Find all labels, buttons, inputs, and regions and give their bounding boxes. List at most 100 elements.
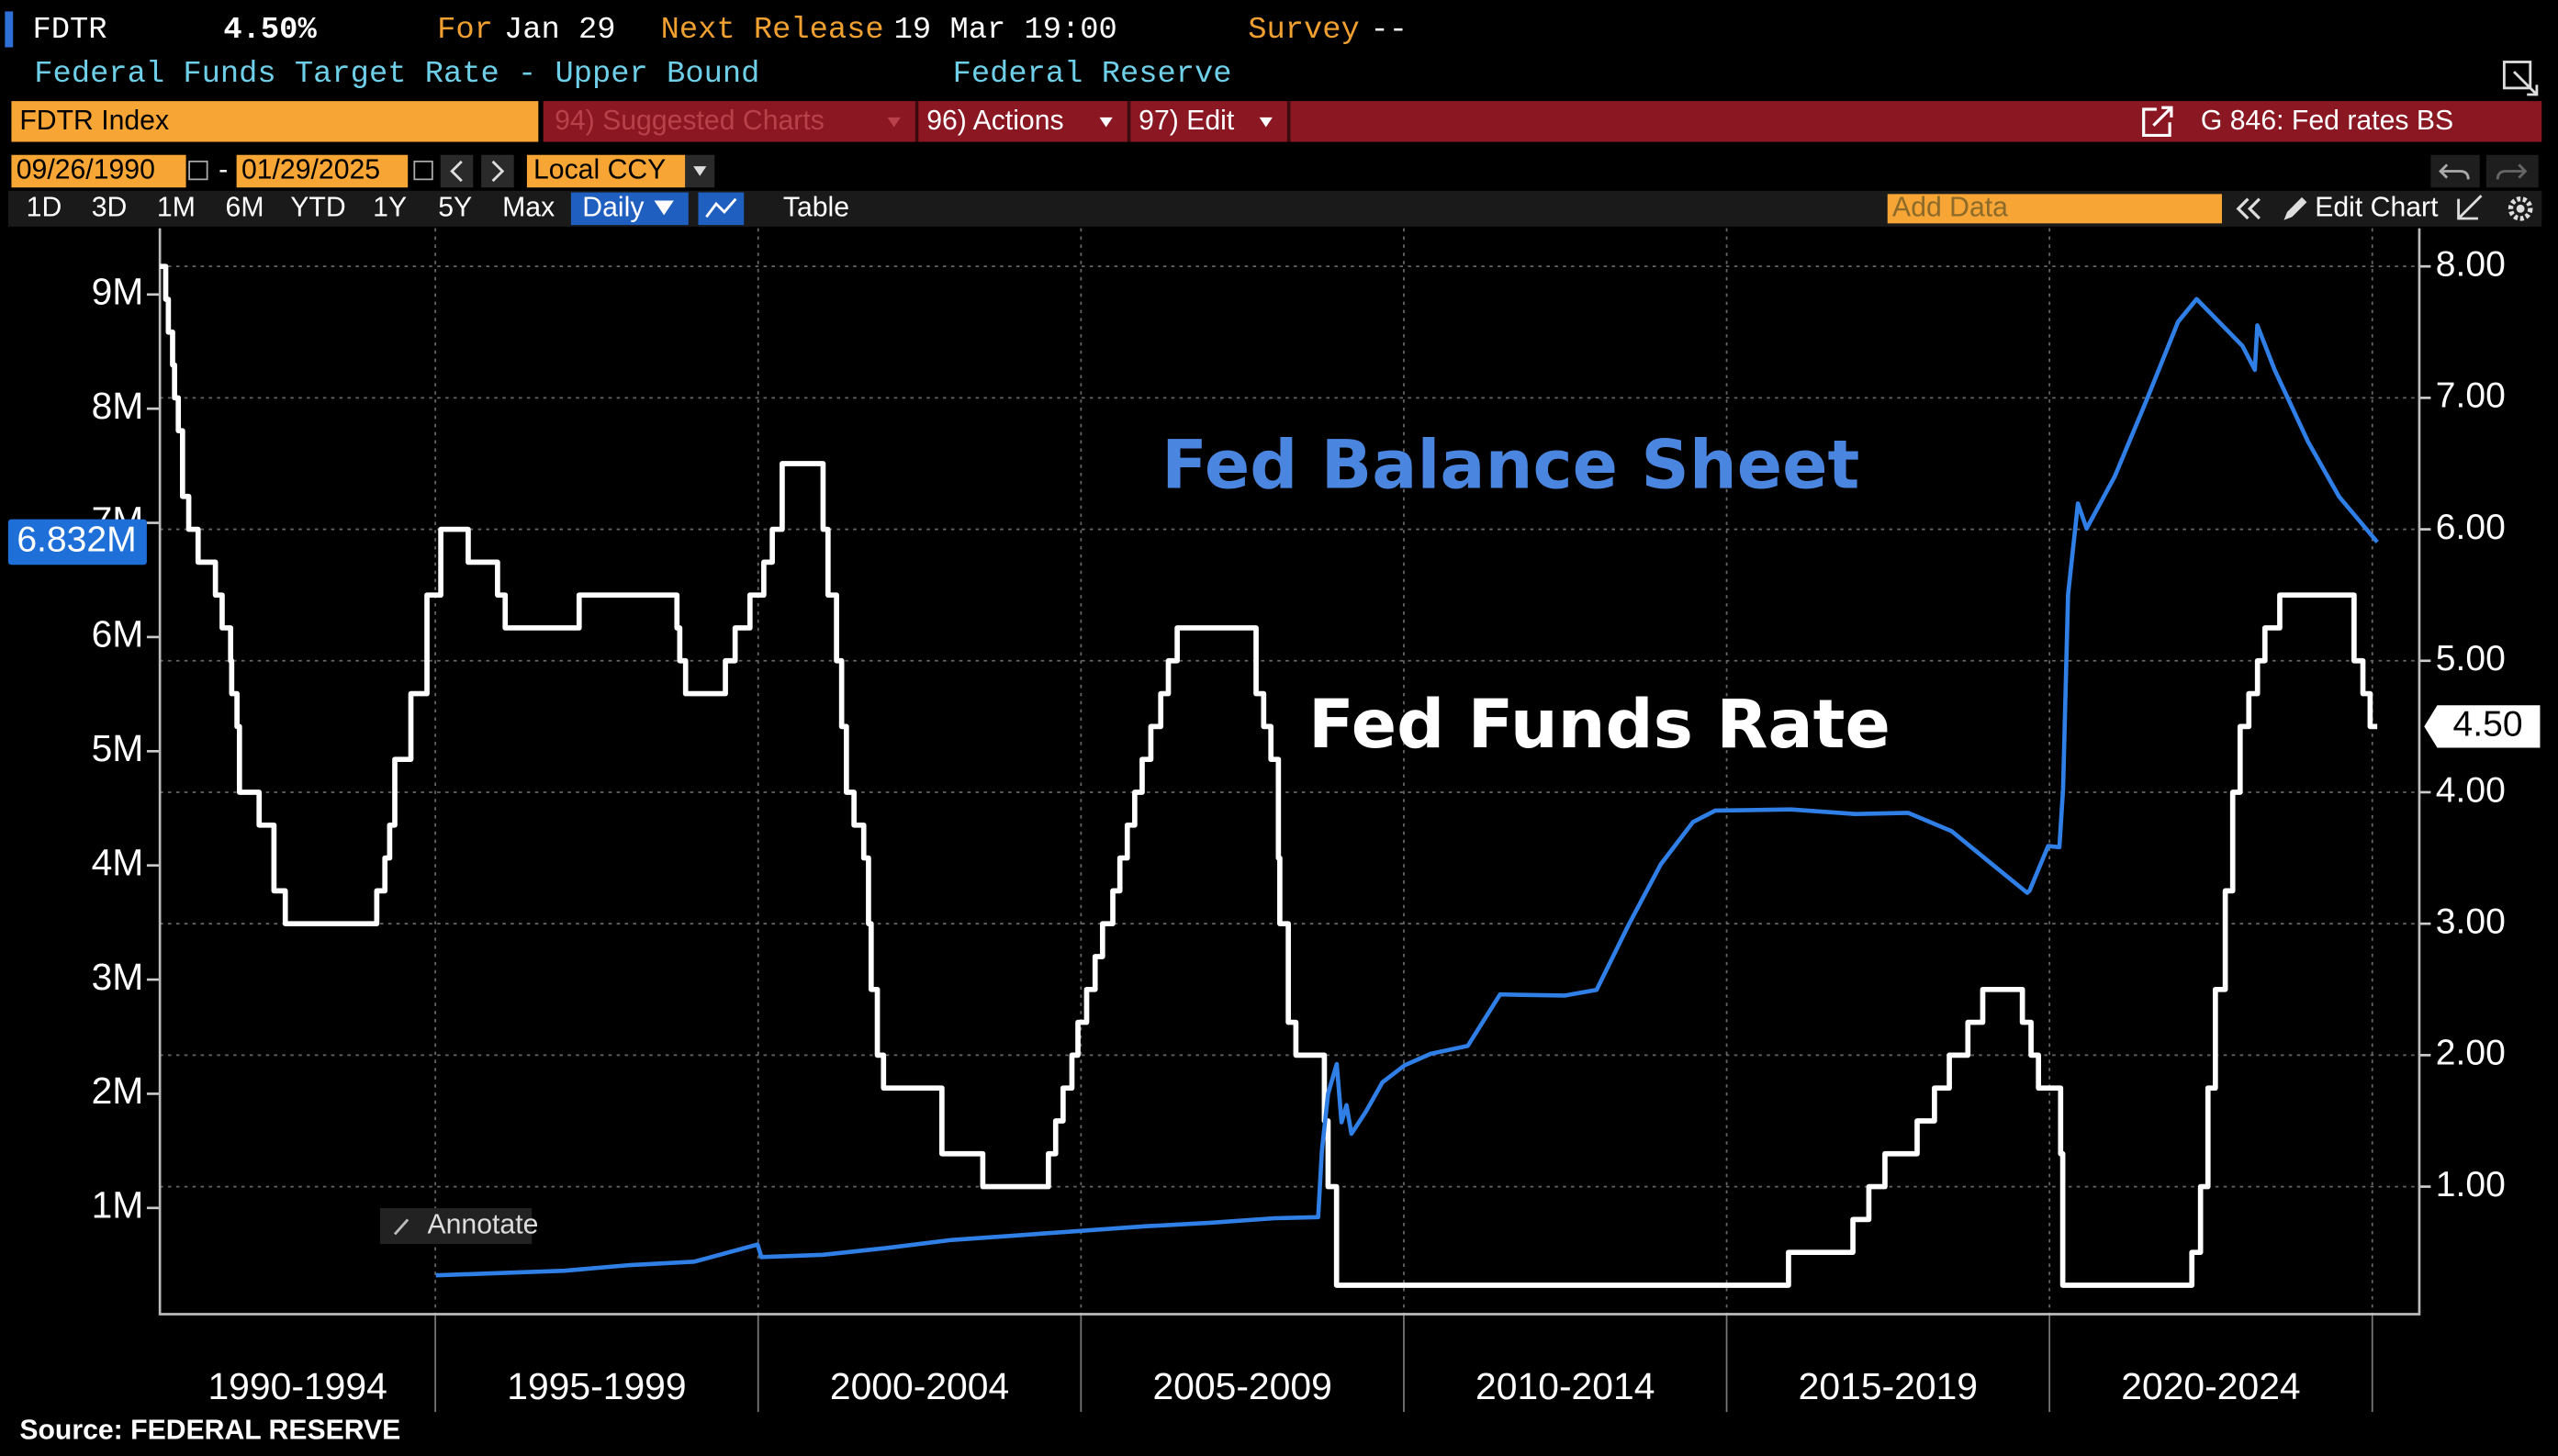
x-tick-label: 1995-1999 <box>507 1365 686 1407</box>
y2-tick-label: 3.00 <box>2436 902 2506 942</box>
value-badges: 4.50 6.832M <box>7 519 2541 748</box>
table-button[interactable]: Table <box>783 192 849 222</box>
range-button[interactable]: 5Y <box>438 192 472 222</box>
next-arrow <box>491 160 505 183</box>
add-data: Add Data <box>1892 192 2008 222</box>
next-release: 19 Mar 19:00 <box>894 13 1117 48</box>
footer-source: Source: FEDERAL RESERVE <box>19 1415 400 1445</box>
edit-menu[interactable]: 97) Edit <box>1139 106 1235 136</box>
x-tick-label: 2020-2024 <box>2121 1365 2300 1407</box>
x-tick-label: 1990-1994 <box>208 1365 387 1407</box>
y-tick-label: 6M <box>92 613 144 655</box>
dropdown-arrow <box>1259 117 1273 128</box>
y2-tick-label: 1.00 <box>2436 1165 2506 1204</box>
ticker-marker <box>5 11 14 48</box>
command-bar <box>543 101 2542 142</box>
dropdown-arrow <box>1099 117 1113 128</box>
annotate-button[interactable] <box>379 1208 533 1245</box>
axis-line <box>158 228 2421 1316</box>
series <box>160 263 2379 1288</box>
last-value: 4.50% <box>223 13 317 48</box>
next-release-label: Next Release <box>661 13 884 48</box>
undo-icon <box>2439 163 2470 180</box>
survey: -- <box>1371 13 1408 48</box>
y-tick-label: 4M <box>92 841 144 883</box>
range-button[interactable]: 1Y <box>373 192 407 222</box>
axes: 1990-1994 1995-1999 2000-2004 2005-2009 2010… <box>92 228 2506 1413</box>
source: Federal Reserve <box>953 57 1232 92</box>
x-tick-label: 2000-2004 <box>830 1365 1009 1407</box>
redo-icon <box>2496 163 2528 180</box>
frequency-button[interactable] <box>570 192 689 226</box>
chart-type-icon <box>705 197 737 218</box>
popout-icon[interactable] <box>2502 61 2539 96</box>
end-date-field[interactable] <box>236 154 409 188</box>
y2-tick-label: 8.00 <box>2436 245 2506 285</box>
survey-label: Survey <box>1248 13 1360 48</box>
dropdown-arrow <box>693 166 707 176</box>
prev-arrow <box>450 160 463 183</box>
calendar-icon[interactable] <box>188 160 208 181</box>
series-line <box>435 297 2379 1278</box>
annotation: Fed Balance Sheet <box>1161 427 1859 505</box>
for-date: Jan 29 <box>504 13 616 48</box>
dropdown-arrow <box>887 117 901 128</box>
y-tick-label: 1M <box>92 1184 144 1226</box>
annotate-icon <box>393 1218 410 1236</box>
x-tick-label: 2015-2019 <box>1799 1365 1978 1407</box>
y-tick-label: 8M <box>92 385 144 427</box>
frequency: Daily <box>582 192 645 222</box>
prev-button[interactable] <box>440 154 474 188</box>
start-date-field[interactable] <box>11 154 186 188</box>
currency: Local CCY <box>533 154 666 185</box>
x-tick-label: 2005-2009 <box>1152 1365 1331 1407</box>
range-button[interactable]: 1D <box>27 192 62 222</box>
currency-field[interactable] <box>526 154 686 188</box>
range-button[interactable]: Max <box>502 192 555 222</box>
description: Federal Funds Target Rate - Upper Bound <box>34 57 759 92</box>
series-line <box>160 263 2378 1288</box>
range-button[interactable]: 3D <box>92 192 128 222</box>
y-tick-label: 9M <box>92 271 144 313</box>
collapse-icon[interactable] <box>2236 197 2261 220</box>
annotate-label: Annotate <box>428 1210 539 1240</box>
value-badge <box>7 519 147 566</box>
y-tick-label: 3M <box>92 956 144 998</box>
launch-icon[interactable] <box>2142 106 2173 138</box>
value-badge <box>2424 705 2541 748</box>
y2-tick-label: 2.00 <box>2436 1034 2506 1073</box>
add-data-field[interactable] <box>1887 194 2222 224</box>
security-field[interactable] <box>11 101 539 142</box>
y2-tick-label: 6.00 <box>2436 508 2506 547</box>
y-tick-label: 5M <box>92 727 144 769</box>
actions-menu[interactable]: 96) Actions <box>926 106 1063 136</box>
y2-tick-label: 5.00 <box>2436 639 2506 678</box>
suggested-charts[interactable]: 94) Suggested Charts <box>555 106 825 136</box>
range-button[interactable]: 1M <box>157 192 196 222</box>
value-badge-label: 4.50 <box>2453 705 2523 745</box>
y-tick-label: 2M <box>92 1070 144 1112</box>
start-date: 09/26/1990 <box>17 154 155 185</box>
value-badge-label: 6.832M <box>17 521 136 560</box>
range-buttons: 1D 3D 1M 6M YTD 1Y 5Y Max <box>27 192 555 222</box>
ticker: FDTR <box>33 13 107 48</box>
y2-tick-label: 4.00 <box>2436 770 2506 810</box>
settings-icon[interactable] <box>2508 196 2533 221</box>
y2-tick-label: 7.00 <box>2436 376 2506 416</box>
calendar-icon[interactable] <box>413 160 433 181</box>
pencil-icon <box>2283 196 2307 220</box>
edit-icon[interactable] <box>2457 195 2483 220</box>
for-label: For <box>437 13 493 48</box>
range-button[interactable]: 6M <box>226 192 264 222</box>
x-tick-label: 2010-2014 <box>1475 1365 1655 1407</box>
chart-name: G 846: Fed rates BS <box>2201 106 2453 136</box>
next-button[interactable] <box>481 154 514 188</box>
edit-chart[interactable]: Edit Chart <box>2315 192 2439 222</box>
security: FDTR Index <box>19 106 169 136</box>
annotation: Fed Funds Rate <box>1308 686 1890 764</box>
date-separator: - <box>219 154 228 185</box>
dropdown-arrow <box>654 200 674 216</box>
range-button[interactable]: YTD <box>290 192 345 222</box>
